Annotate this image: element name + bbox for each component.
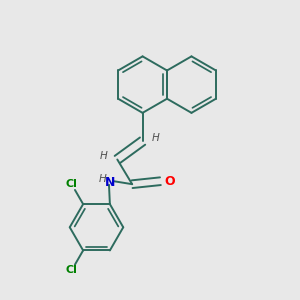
Text: H: H bbox=[100, 151, 108, 161]
Text: H: H bbox=[152, 133, 160, 142]
Text: Cl: Cl bbox=[66, 265, 78, 275]
Text: Cl: Cl bbox=[66, 179, 78, 189]
Text: H: H bbox=[99, 174, 106, 184]
Text: O: O bbox=[164, 175, 175, 188]
Text: N: N bbox=[105, 176, 115, 189]
